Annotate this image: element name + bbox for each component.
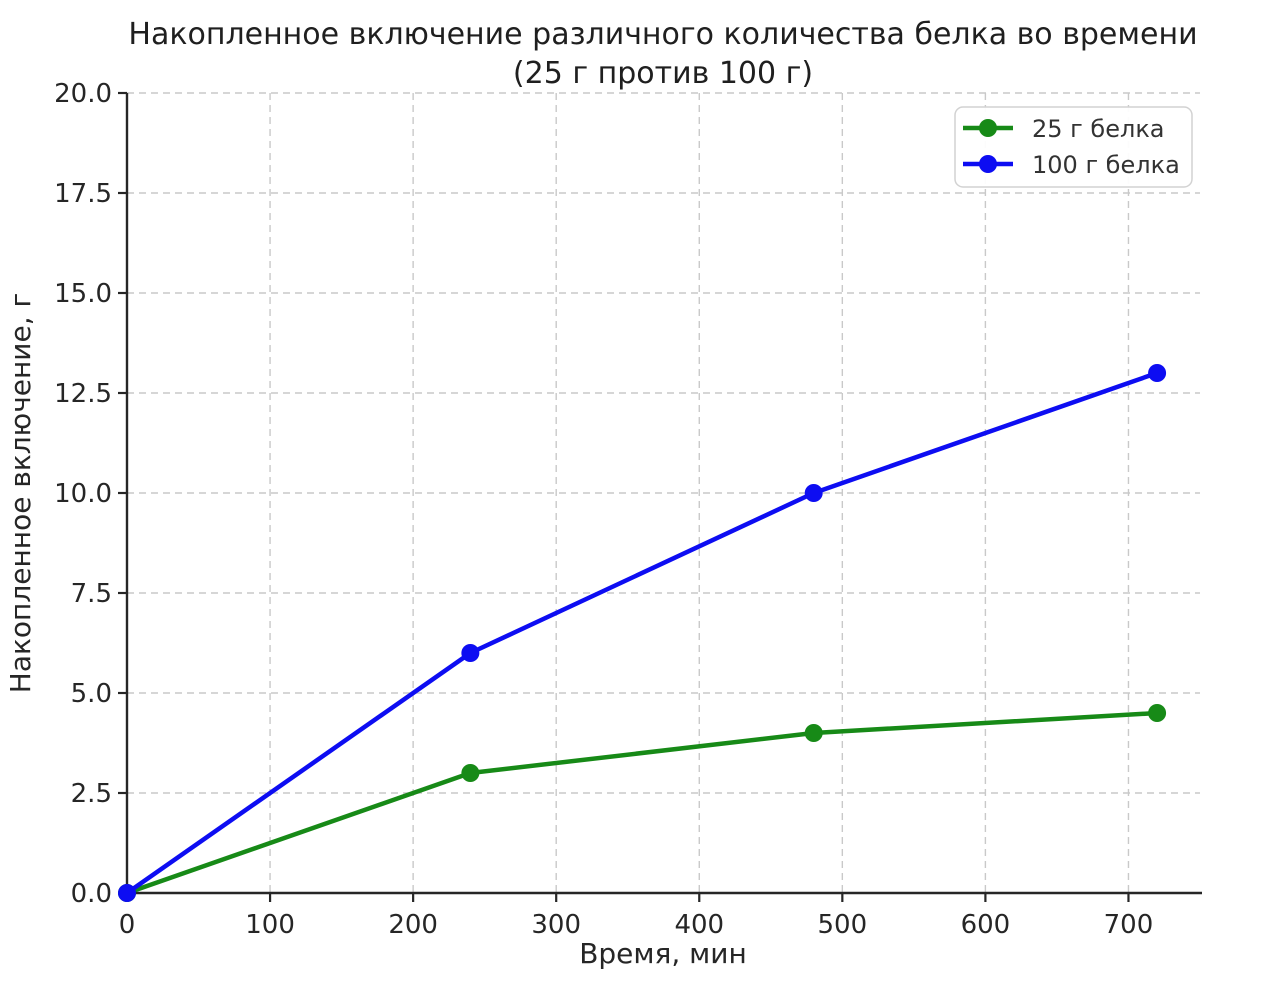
x-tick-label: 0 [119,910,136,940]
y-tick-label: 20.0 [54,79,112,109]
grid-lines [126,92,1200,894]
data-point-marker [461,764,480,782]
series-line-25-г-белка [126,710,1158,896]
chart-title-line-1: Накопленное включение различного количес… [128,17,1197,52]
data-point-marker [804,724,823,742]
legend-label-25g: 25 г белка [1032,115,1165,143]
y-tick-label: 10.0 [54,479,112,509]
data-point-marker [1148,704,1167,722]
x-tick-label: 200 [388,910,438,940]
axis-ticks: 0 100 200 300 400 500 600 700 0.0 2.5 5.0 7.5 10.0 12… [54,79,1153,940]
data-series [118,364,1167,902]
legend: 25 г белка 100 г белка [954,106,1193,188]
chart-title-line-2: (25 г против 100 г) [513,56,813,91]
data-point-marker [804,484,823,502]
x-tick-label: 400 [674,910,724,940]
y-tick-label: 7.5 [71,579,112,609]
legend-box [954,106,1193,188]
data-point-marker [1148,364,1167,382]
legend-marker-icon-25g [979,119,997,137]
y-tick-label: 17.5 [54,179,112,209]
y-tick-label: 12.5 [54,379,112,409]
data-point-marker [461,644,480,662]
x-tick-label: 600 [961,910,1011,940]
y-tick-label: 5.0 [71,679,112,709]
y-tick-label: 15.0 [54,279,112,309]
y-tick-label: 0.0 [71,879,112,909]
series-line-100-г-белка [125,370,1158,895]
data-point-marker [118,884,136,902]
x-tick-label: 100 [245,910,295,940]
y-axis-label: Накопленное включение, г [4,293,37,693]
legend-label-100g: 100 г белка [1032,151,1180,179]
x-tick-label: 700 [1104,910,1154,940]
x-axis-label: Время, мин [579,937,747,970]
x-tick-label: 500 [818,910,868,940]
y-tick-label: 2.5 [71,779,112,809]
x-tick-label: 300 [531,910,581,940]
legend-marker-icon-100g [979,155,997,173]
